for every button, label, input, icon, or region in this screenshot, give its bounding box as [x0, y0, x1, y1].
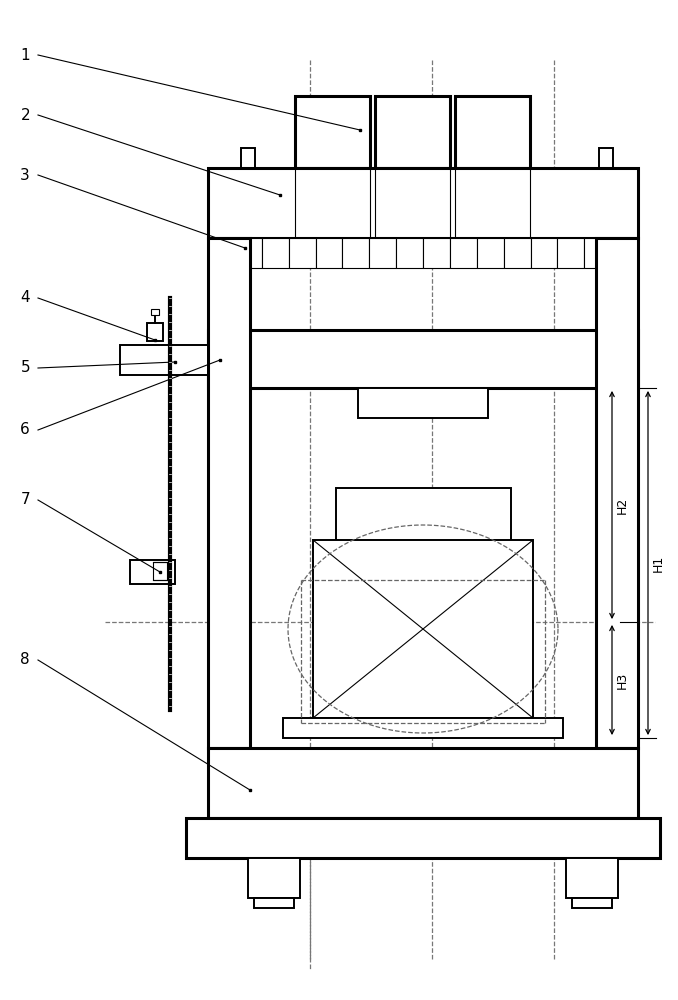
Bar [336, 488, 511, 548]
Bar [208, 168, 638, 238]
Text: 5: 5 [20, 360, 30, 375]
Bar [130, 560, 175, 584]
Bar [208, 330, 638, 388]
Bar [455, 96, 530, 168]
Bar [120, 345, 208, 375]
Bar [477, 238, 504, 268]
Bar [283, 718, 563, 738]
Bar [289, 238, 315, 268]
Bar [208, 748, 638, 818]
Bar [601, 168, 611, 178]
Bar [596, 238, 638, 748]
Bar [375, 96, 450, 168]
Bar [147, 323, 163, 341]
Text: 4: 4 [20, 290, 30, 306]
Bar [566, 858, 618, 898]
Bar [342, 238, 370, 268]
Bar [450, 238, 477, 268]
Bar [262, 238, 289, 268]
Bar [315, 238, 342, 268]
Bar [313, 540, 533, 718]
Bar [243, 168, 253, 178]
Bar [241, 148, 255, 168]
Bar [208, 238, 235, 268]
Text: 8: 8 [20, 652, 30, 668]
Bar [423, 238, 450, 268]
Bar [557, 238, 584, 268]
Bar [611, 238, 638, 268]
Text: 2: 2 [20, 107, 30, 122]
Bar [248, 858, 300, 898]
Bar [572, 898, 612, 908]
Text: 1: 1 [20, 47, 30, 62]
Bar [599, 148, 613, 168]
Bar [235, 238, 262, 268]
Bar [151, 309, 159, 315]
Bar [584, 238, 611, 268]
Bar [370, 238, 396, 268]
Bar [396, 238, 423, 268]
Bar [208, 238, 250, 748]
Text: H3: H3 [616, 671, 629, 689]
Bar [358, 388, 488, 418]
Bar [153, 562, 167, 580]
Bar [530, 238, 557, 268]
Bar [254, 898, 294, 908]
Text: 7: 7 [20, 492, 30, 508]
Bar [186, 818, 660, 858]
Bar [504, 238, 530, 268]
Text: H1: H1 [652, 554, 665, 572]
Bar [295, 96, 370, 168]
Text: 6: 6 [20, 422, 30, 438]
Text: 3: 3 [20, 167, 30, 182]
Text: H2: H2 [616, 496, 629, 514]
